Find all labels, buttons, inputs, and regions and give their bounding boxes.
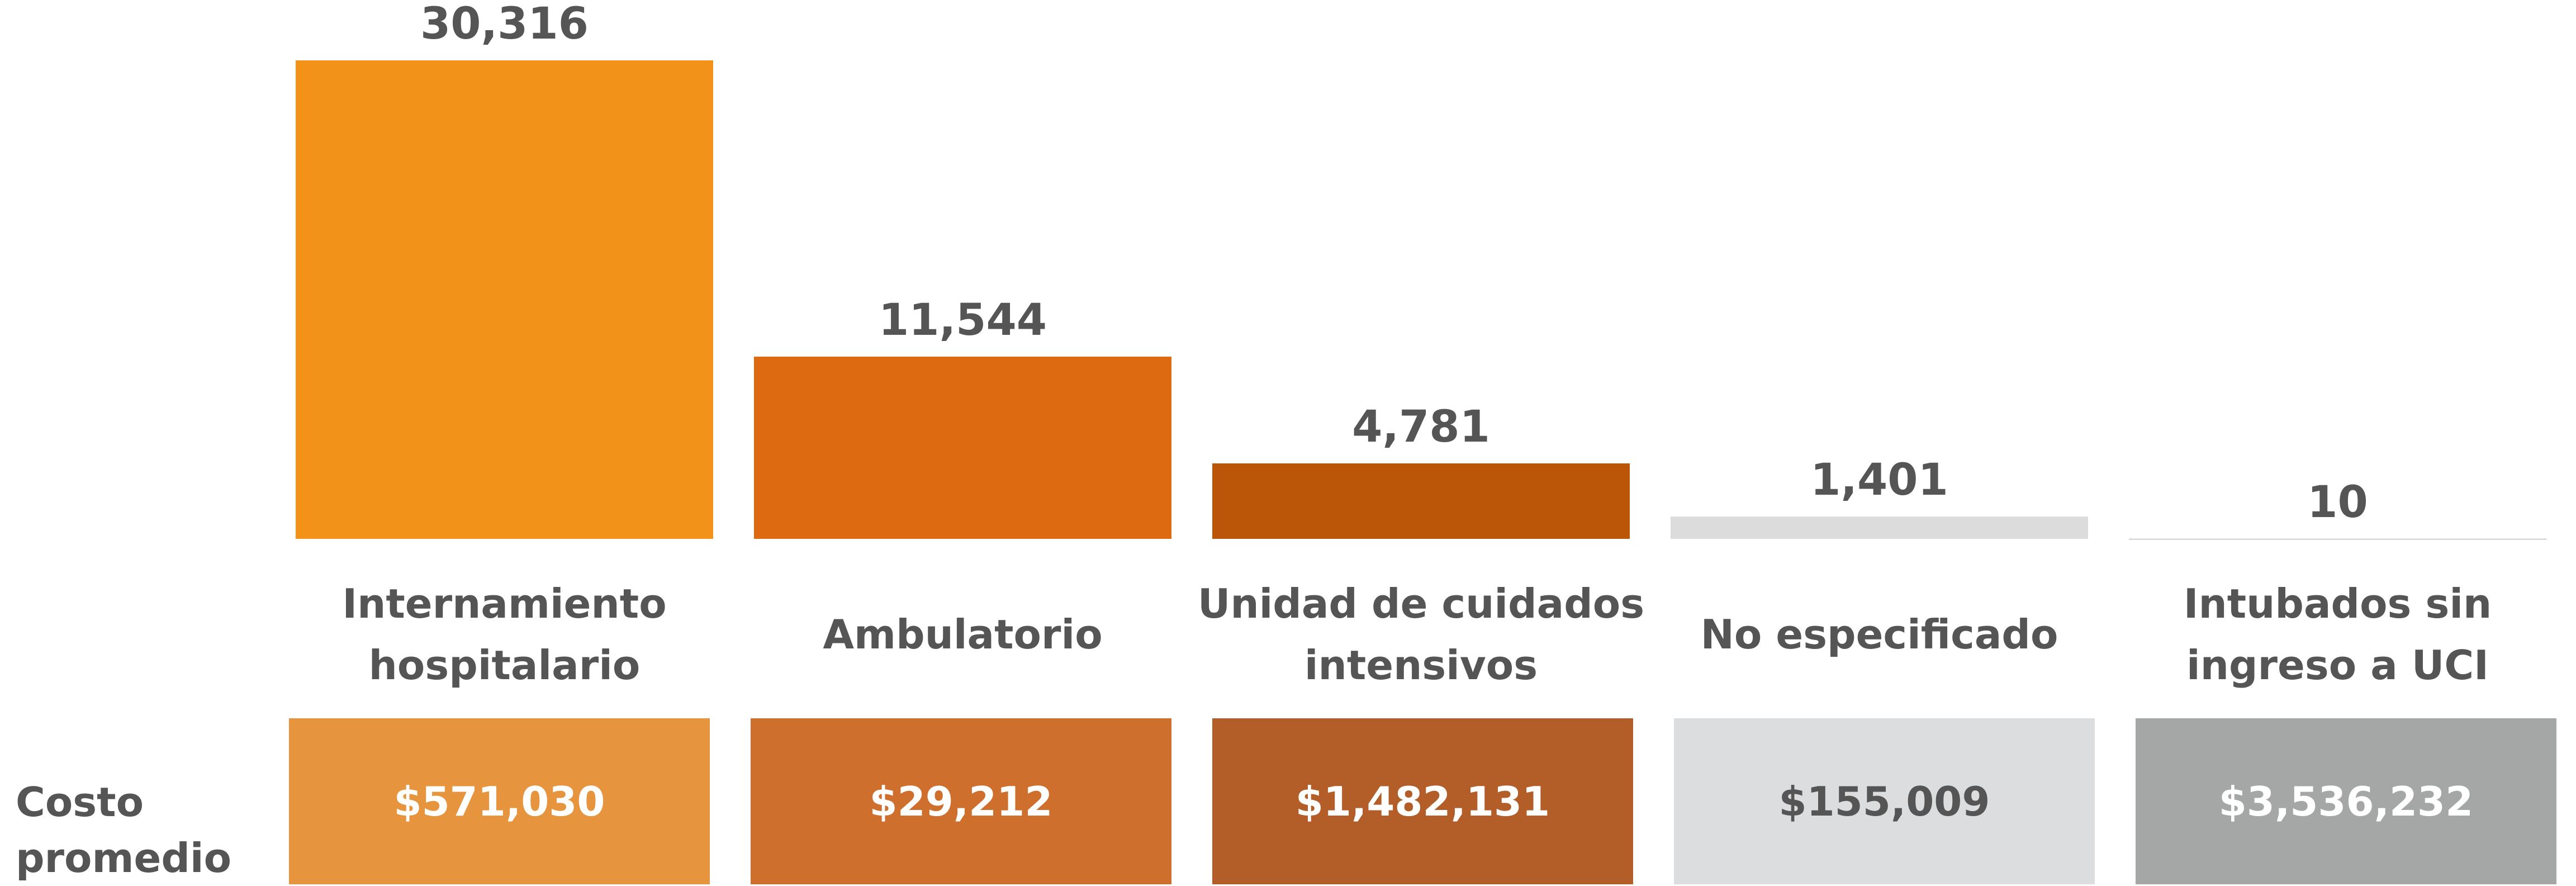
cost-box: $3,536,232 [2136,718,2556,884]
cost-box: $1,482,131 [1212,718,1633,884]
bar [1671,517,2088,539]
category-label: Ambulatorio [734,565,1192,704]
bar [754,357,1171,539]
value-label: 30,316 [276,0,734,49]
value-label: 4,781 [1192,402,1650,452]
bar [296,60,713,539]
value-label: 1,401 [1650,455,2109,505]
category-label: Intubados sin ingreso a UCI [2109,565,2567,704]
cost-row-label: Costo promedio [16,774,239,886]
category-label: Internamiento hospitalario [276,565,734,704]
cost-box: $29,212 [751,718,1171,884]
value-label: 11,544 [734,295,1192,345]
category-label: No especificado [1650,565,2109,704]
bar [1212,463,1630,539]
category-label: Unidad de cuidados intensivos [1192,565,1650,704]
value-label: 10 [2109,477,2567,528]
cost-box: $155,009 [1674,718,2095,884]
cost-box: $571,030 [289,718,710,884]
